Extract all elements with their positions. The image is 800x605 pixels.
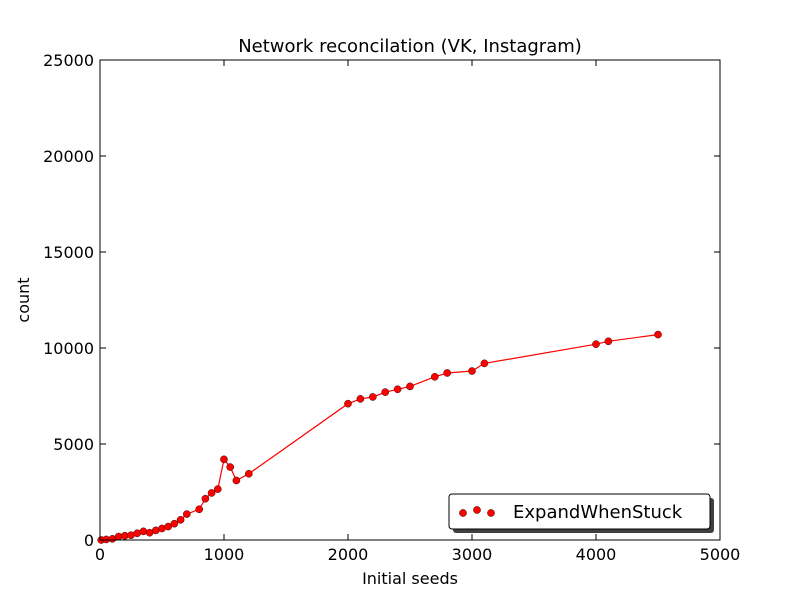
data-point (592, 340, 600, 348)
legend-marker-icon (459, 506, 495, 517)
y-tick-label: 0 (84, 531, 94, 550)
data-point (443, 369, 452, 377)
x-axis-label: Initial seeds (362, 569, 458, 588)
plot-area (100, 60, 720, 540)
data-point (176, 516, 185, 524)
data-point (604, 337, 613, 346)
data-point (468, 367, 476, 375)
y-tick-label: 20000 (43, 147, 94, 166)
x-tick-label: 2000 (328, 545, 369, 564)
data-point (356, 395, 365, 403)
x-tick-label: 0 (95, 545, 105, 564)
data-point (139, 527, 148, 536)
legend-box (448, 493, 711, 530)
data-point (201, 494, 210, 503)
data-point (654, 330, 662, 339)
data-point (164, 522, 172, 531)
data-point (480, 359, 489, 368)
data-point (195, 505, 203, 514)
legend-label: ExpandWhenStuck (513, 502, 683, 523)
y-tick-label: 25000 (43, 51, 94, 70)
axis-ticks: 0 1000 2000 3000 4000 5000 0 5000 10000 15000 2000… (43, 51, 740, 564)
data-point (344, 399, 352, 408)
legend: ExpandWhenStuck (448, 493, 714, 533)
x-tick-label: 5000 (700, 545, 741, 564)
y-axis-label: count (14, 277, 33, 322)
data-point (207, 489, 216, 497)
y-tick-label: 5000 (53, 435, 94, 454)
data-point (226, 463, 234, 471)
data-point (182, 510, 191, 518)
data-point (232, 476, 241, 485)
data-point (170, 519, 179, 528)
chart-title: Network reconcilation (VK, Instagram) (238, 36, 582, 57)
data-point (393, 385, 402, 394)
data-point (368, 393, 377, 401)
series-layer (97, 330, 662, 544)
data-point (220, 455, 228, 464)
x-tick-label: 4000 (576, 545, 617, 564)
data-point (406, 382, 414, 391)
y-tick-label: 10000 (43, 339, 94, 358)
x-tick-label: 3000 (452, 545, 493, 564)
y-tick-label: 15000 (43, 243, 94, 262)
x-tick-label: 1000 (204, 545, 245, 564)
data-point (213, 485, 222, 493)
plot-frame (99, 59, 721, 541)
data-point (244, 469, 253, 478)
data-point (381, 388, 390, 396)
data-point (430, 372, 439, 381)
